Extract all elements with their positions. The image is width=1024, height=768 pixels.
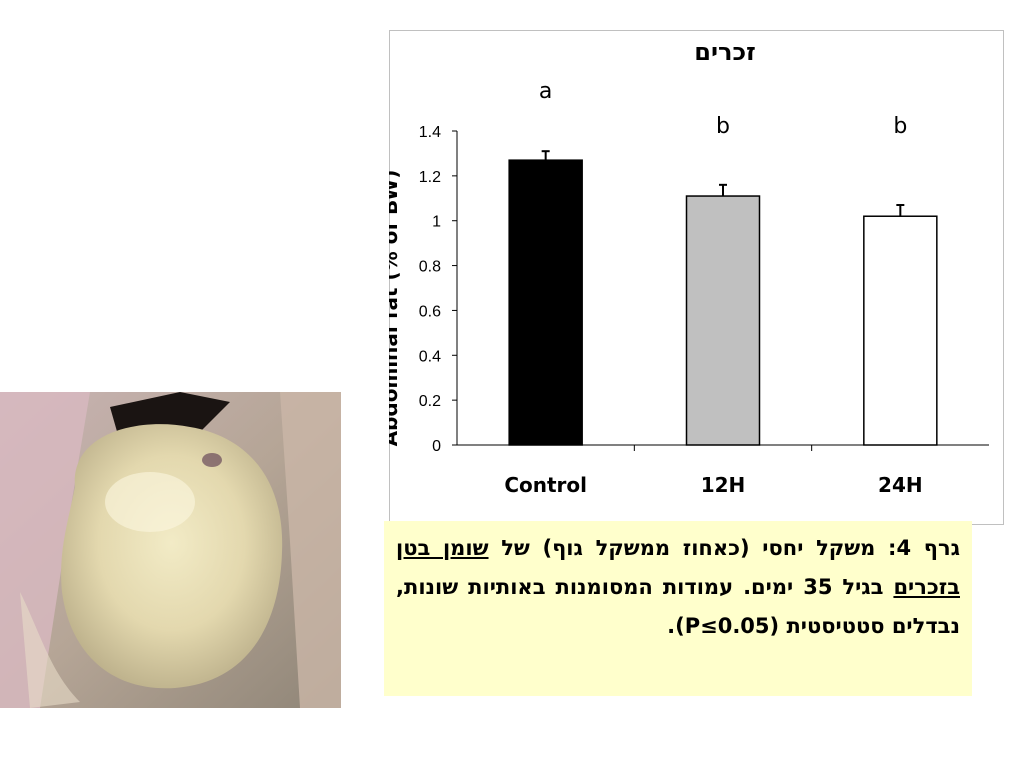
chart-title: זכרים: [694, 38, 755, 66]
y-tick-label: 1.4: [419, 124, 441, 141]
y-tick-label: 0.6: [419, 303, 441, 320]
x-tick-label: Control: [504, 473, 587, 497]
significance-letter: b: [893, 114, 907, 139]
x-tick-label: 12H: [701, 473, 746, 497]
y-axis-label: Abdominal fat (% of BW): [389, 170, 402, 447]
caption-part2: בגיל 35 ימים. עמודות המסומנות באותיות שו…: [396, 575, 960, 638]
y-tick-label: 0.4: [419, 348, 441, 365]
bars: a b b: [508, 79, 938, 446]
photo-skin-left: [0, 392, 90, 708]
significance-letter: a: [539, 79, 552, 104]
bar-control: [508, 159, 583, 446]
y-ticks: 0 0.2 0.4 0.6 0.8 1 1.2 1.4: [419, 124, 457, 455]
photo-fat-pad: [61, 424, 283, 689]
caption-part1: גרף 4: משקל יחסי (כאחוז ממשקל גוף) של: [488, 536, 960, 560]
y-tick-label: 0: [432, 438, 441, 455]
x-tick-label: 24H: [878, 473, 923, 497]
caption-underlined: שומן בטן בזכרים: [396, 536, 960, 599]
y-tick-label: 1.2: [419, 169, 441, 186]
bar-12h: [685, 195, 761, 446]
photo-skin-right: [280, 392, 341, 708]
figure-caption: גרף 4: משקל יחסי (כאחוז ממשקל גוף) של שו…: [384, 521, 972, 696]
y-tick-label: 0.2: [419, 393, 441, 410]
photo-highlight: [105, 472, 195, 532]
significance-letter: b: [716, 114, 730, 139]
x-tick-labels: Control 12H 24H: [504, 445, 923, 497]
photo-dark-spot: [202, 453, 222, 467]
bar-24h: [863, 215, 938, 446]
bar-chart: זכרים Abdominal fat (% of BW) 0 0.2 0.4 0.6…: [389, 30, 1004, 525]
y-tick-label: 1: [432, 214, 441, 231]
abdominal-fat-photo: [0, 392, 341, 708]
photo-membrane: [20, 592, 80, 708]
y-tick-label: 0.8: [419, 259, 441, 276]
